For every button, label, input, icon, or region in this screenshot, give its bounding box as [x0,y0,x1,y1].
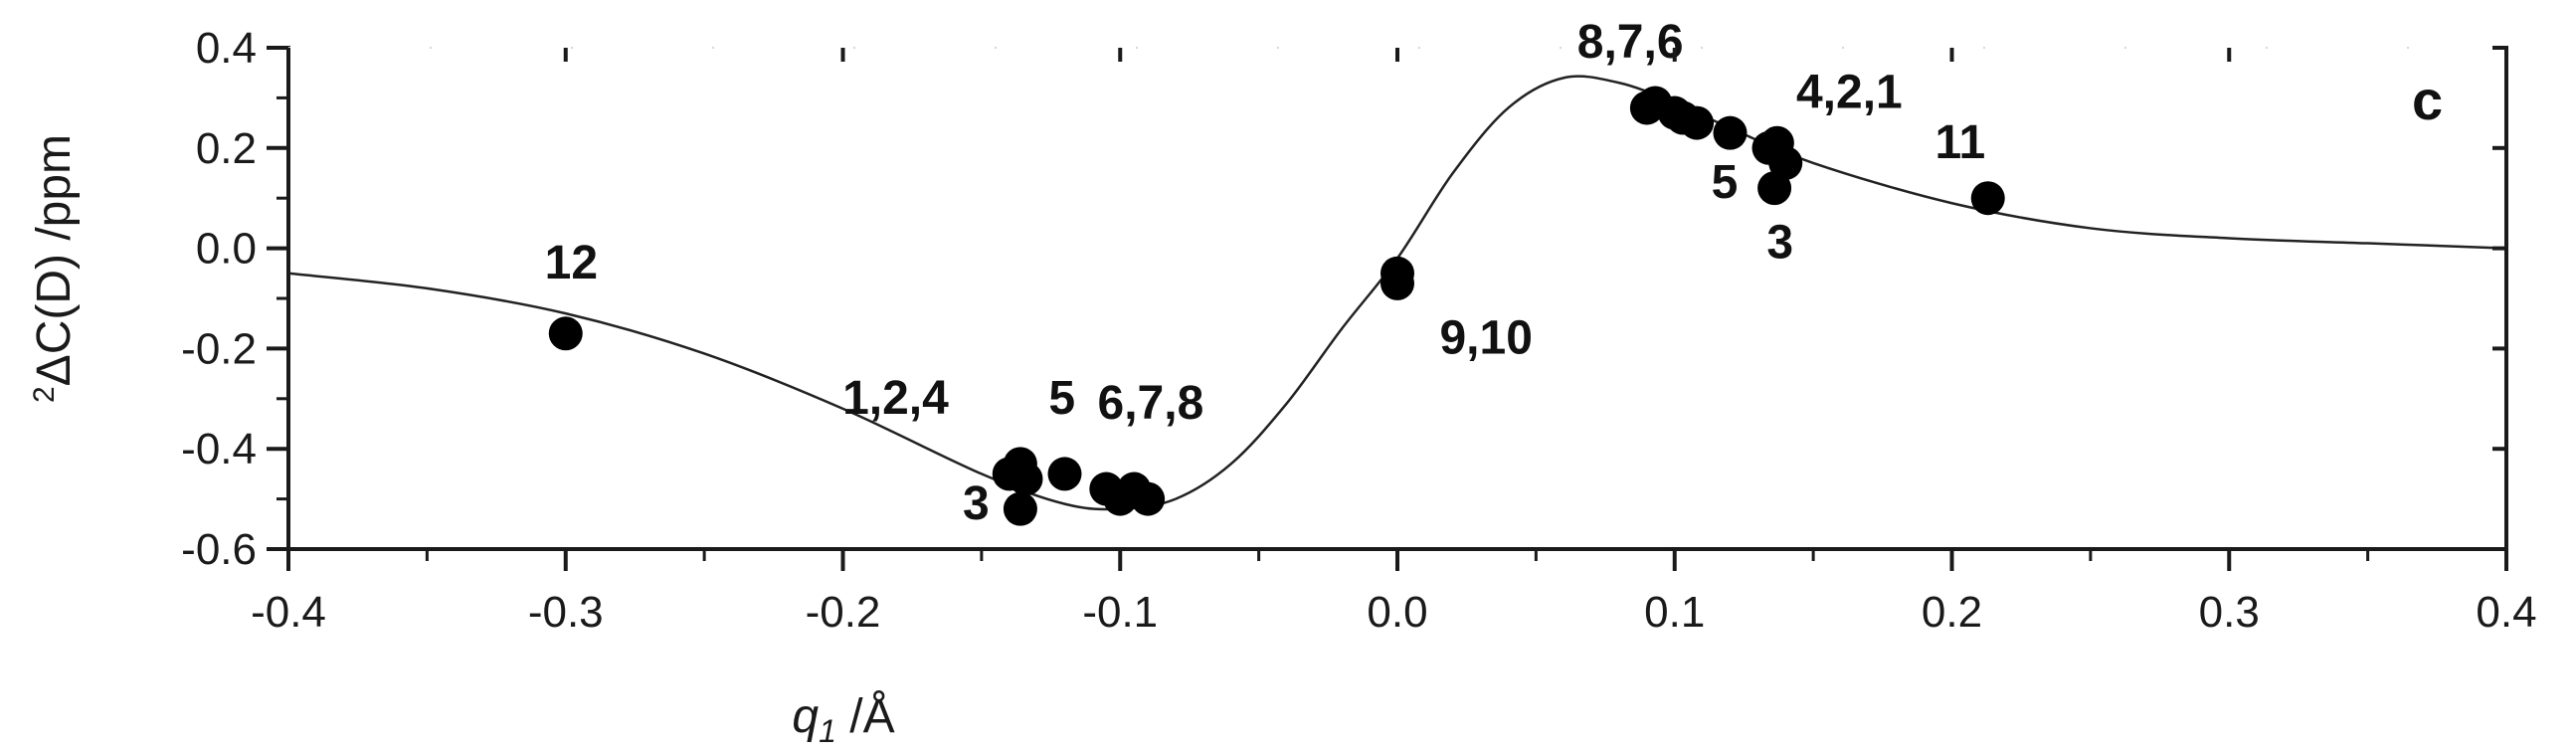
x-tick-label: 0.1 [1644,588,1705,637]
x-tick-label: 0.0 [1367,588,1427,637]
x-tick-label: -0.3 [528,588,604,637]
x-tick-label: -0.1 [1082,588,1158,637]
y-axis-title: 2ΔC(D) /ppm [28,134,81,403]
data-point [1009,462,1043,496]
point-label: 9,10 [1439,311,1532,364]
x-axis-unit: /Å [836,690,895,743]
point-label: 1,2,4 [842,372,949,425]
x-axis-title: q1 /Å [792,690,894,749]
x-tick-label: -0.4 [251,588,326,637]
x-tick-label: 0.3 [2199,588,2260,637]
data-point [1713,115,1748,150]
y-tick-label: 0.0 [196,225,257,274]
data-point [1003,491,1037,526]
point-label: 6,7,8 [1098,377,1204,430]
data-point [1757,171,1792,206]
y-axis-sup: 2 [28,386,61,403]
x-tick-label: 0.4 [2476,588,2536,637]
point-label: 4,2,1 [1796,66,1903,118]
y-tick-label: -0.6 [181,525,257,574]
y-tick-label: -0.4 [181,425,257,473]
x-tick-label: 0.2 [1922,588,1982,637]
data-point [1680,105,1715,140]
data-point [1047,457,1082,491]
point-label: 11 [1934,116,1985,169]
x-axis-var: q [792,690,819,743]
y-tick-label: -0.2 [181,324,257,373]
panel-label: c [2412,69,2443,131]
data-point [1380,266,1414,300]
y-tick-label: 0.4 [196,24,257,73]
data-point [1131,481,1166,516]
y-tick-label: 0.2 [196,124,257,173]
data-point [548,316,583,351]
point-label: 5 [1712,156,1739,209]
point-label: 12 [545,237,598,289]
x-tick-label: -0.2 [806,588,881,637]
point-label: 8,7,6 [1577,16,1684,69]
point-label: 5 [1048,372,1075,425]
data-points-layer [548,86,2005,526]
ticks-layer: -0.4 -0.3 -0.2 -0.1 0.0 0.1 0.2 0.3 0.4 -0.6 -0.4 -… [181,24,2536,637]
y-axis-main: ΔC(D) /ppm [28,134,81,386]
point-label: 3 [1766,217,1793,270]
point-label: 3 [963,477,990,530]
data-point [1970,181,2005,216]
x-axis-sub: 1 [819,713,836,749]
